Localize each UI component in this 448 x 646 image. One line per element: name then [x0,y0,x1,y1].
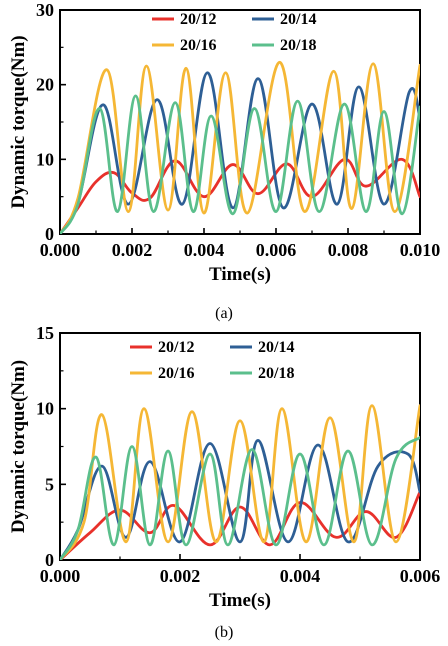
chart-a-x-tick-label: 0.006 [256,240,297,260]
chart-a-series-20-12-line [60,157,420,234]
chart-a: 0.000 0.002 0.004 0.006 0.008 0.010 0 10 20 30 20/… [8,0,440,322]
chart-a-legend-label: 20/16 [180,37,216,54]
chart-a-legend-label: 20/14 [280,11,316,28]
chart-b-series-20-18-line [60,436,420,560]
chart-b-x-tick-label: 0.006 [400,566,441,586]
chart-a-x-tick-label: 0.002 [112,240,153,260]
chart-a-x-axis-title: Time(s) [209,264,271,285]
chart-b: 0.000 0.002 0.004 0.006 0 5 10 15 20/12 20/14 20/1… [8,323,440,641]
chart-b-x-tick-label: 0.002 [160,566,201,586]
chart-a-x-tick-label: 0.008 [328,240,369,260]
chart-b-legend-label: 20/12 [158,339,194,356]
chart-a-series-20-16-line [60,60,420,234]
chart-a-y-tick-label: 20 [36,75,54,95]
chart-b-legend-label: 20/14 [258,339,294,356]
chart-b-x-tick-label: 0.004 [280,566,321,586]
chart-b-caption: (b) [215,624,234,641]
chart-a-x-tick-label: 0.010 [400,240,441,260]
chart-a-caption: (a) [215,305,233,322]
chart-a-y-tick-label: 30 [36,0,54,20]
chart-b-series-20-16-line [60,404,420,560]
chart-a-y-tick-label: 0 [45,224,54,244]
chart-b-y-tick-label: 0 [45,550,54,570]
chart-b-x-axis-title: Time(s) [209,590,271,611]
chart-b-legend-label: 20/18 [258,365,294,382]
chart-b-y-tick-label: 5 [45,474,54,494]
chart-b-x-tick-label: 0.000 [40,566,81,586]
chart-a-x-tick-label: 0.004 [184,240,225,260]
chart-a-legend-label: 20/18 [280,37,316,54]
chart-a-y-tick-label: 10 [36,149,54,169]
chart-a-legend-label: 20/12 [180,11,216,28]
chart-b-y-tick-label: 10 [36,399,54,419]
chart-b-y-axis-title: Dynamic torque(Nm) [8,360,29,533]
chart-b-y-tick-label: 15 [36,323,54,343]
chart-b-legend-label: 20/16 [158,365,194,382]
chart-a-y-axis-title: Dynamic torque(Nm) [8,35,29,208]
chart-a-x-tick-label: 0.000 [40,240,81,260]
chart-a-series-20-18-line [60,94,420,234]
